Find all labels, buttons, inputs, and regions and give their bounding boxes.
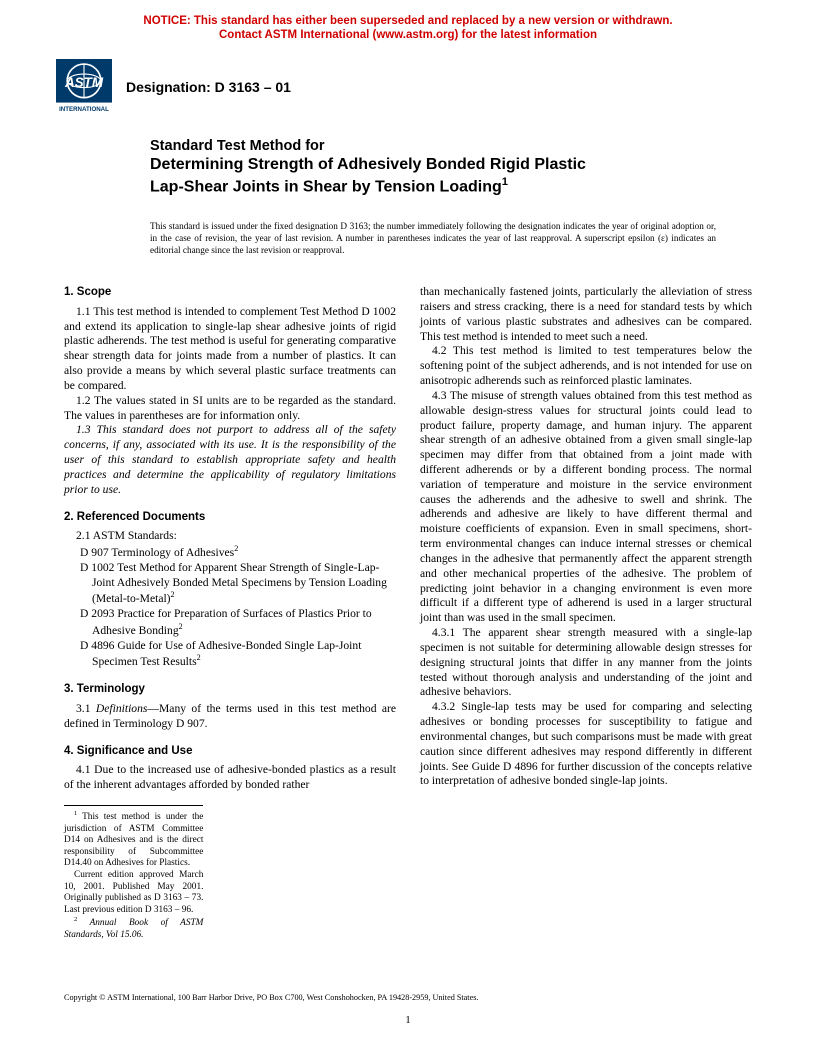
ref-d4896: D 4896 Guide for Use of Adhesive-Bonded … xyxy=(72,639,396,671)
scope-head: 1. Scope xyxy=(64,285,396,300)
footnote-2: 2 Annual Book of ASTM Standards, Vol 15.… xyxy=(64,916,203,941)
para-1-1: 1.1 This test method is intended to comp… xyxy=(64,305,396,394)
ref-d907: D 907 Terminology of Adhesives2 xyxy=(72,544,396,561)
siguse-head: 4. Significance and Use xyxy=(64,744,396,759)
issue-note: This standard is issued under the fixed … xyxy=(0,207,816,257)
para-4-3: 4.3 The misuse of strength values obtain… xyxy=(420,389,752,626)
copyright: Copyright © ASTM International, 100 Barr… xyxy=(64,993,752,1002)
para-4-1b: than mechanically fastened joints, parti… xyxy=(420,285,752,344)
refdocs-head: 2. Referenced Documents xyxy=(64,510,396,525)
ref-d1002: D 1002 Test Method for Apparent Shear St… xyxy=(72,561,396,607)
para-4-3-1: 4.3.1 The apparent shear strength measur… xyxy=(420,626,752,700)
notice-line1: NOTICE: This standard has either been su… xyxy=(143,15,672,27)
designation: Designation: D 3163 – 01 xyxy=(126,79,291,95)
footnote-1b: Current edition approved March 10, 2001.… xyxy=(64,870,203,916)
para-4-2: 4.2 This test method is limited to test … xyxy=(420,344,752,388)
notice-banner: NOTICE: This standard has either been su… xyxy=(0,0,816,49)
right-column: than mechanically fastened joints, parti… xyxy=(420,285,752,942)
ref-d2093: D 2093 Practice for Preparation of Surfa… xyxy=(72,607,396,639)
astm-logo: ASTM INTERNATIONAL xyxy=(56,59,112,115)
svg-text:INTERNATIONAL: INTERNATIONAL xyxy=(59,106,109,113)
svg-text:ASTM: ASTM xyxy=(64,75,104,90)
title-line1: Standard Test Method for xyxy=(150,137,726,155)
title-block: Standard Test Method for Determining Str… xyxy=(0,115,816,207)
notice-line2: Contact ASTM International (www.astm.org… xyxy=(219,29,597,41)
terminology-head: 3. Terminology xyxy=(64,682,396,697)
para-4-3-2: 4.3.2 Single-lap tests may be used for c… xyxy=(420,700,752,789)
header-row: ASTM INTERNATIONAL Designation: D 3163 –… xyxy=(0,49,816,115)
para-1-2: 1.2 The values stated in SI units are to… xyxy=(64,394,396,424)
para-2-1: 2.1 ASTM Standards: xyxy=(64,529,396,544)
body-columns: 1. Scope 1.1 This test method is intende… xyxy=(0,257,816,942)
footnote-1: 1 This test method is under the jurisdic… xyxy=(64,810,203,870)
para-4-1a: 4.1 Due to the increased use of adhesive… xyxy=(64,763,396,793)
para-1-3: 1.3 This standard does not purport to ad… xyxy=(64,423,396,497)
title-line2: Determining Strength of Adhesively Bonde… xyxy=(150,155,726,197)
left-column: 1. Scope 1.1 This test method is intende… xyxy=(64,285,396,942)
page-number: 1 xyxy=(0,1014,816,1026)
para-3-1: 3.1 Definitions—Many of the terms used i… xyxy=(64,702,396,732)
footnotes: 1 This test method is under the jurisdic… xyxy=(64,805,203,942)
